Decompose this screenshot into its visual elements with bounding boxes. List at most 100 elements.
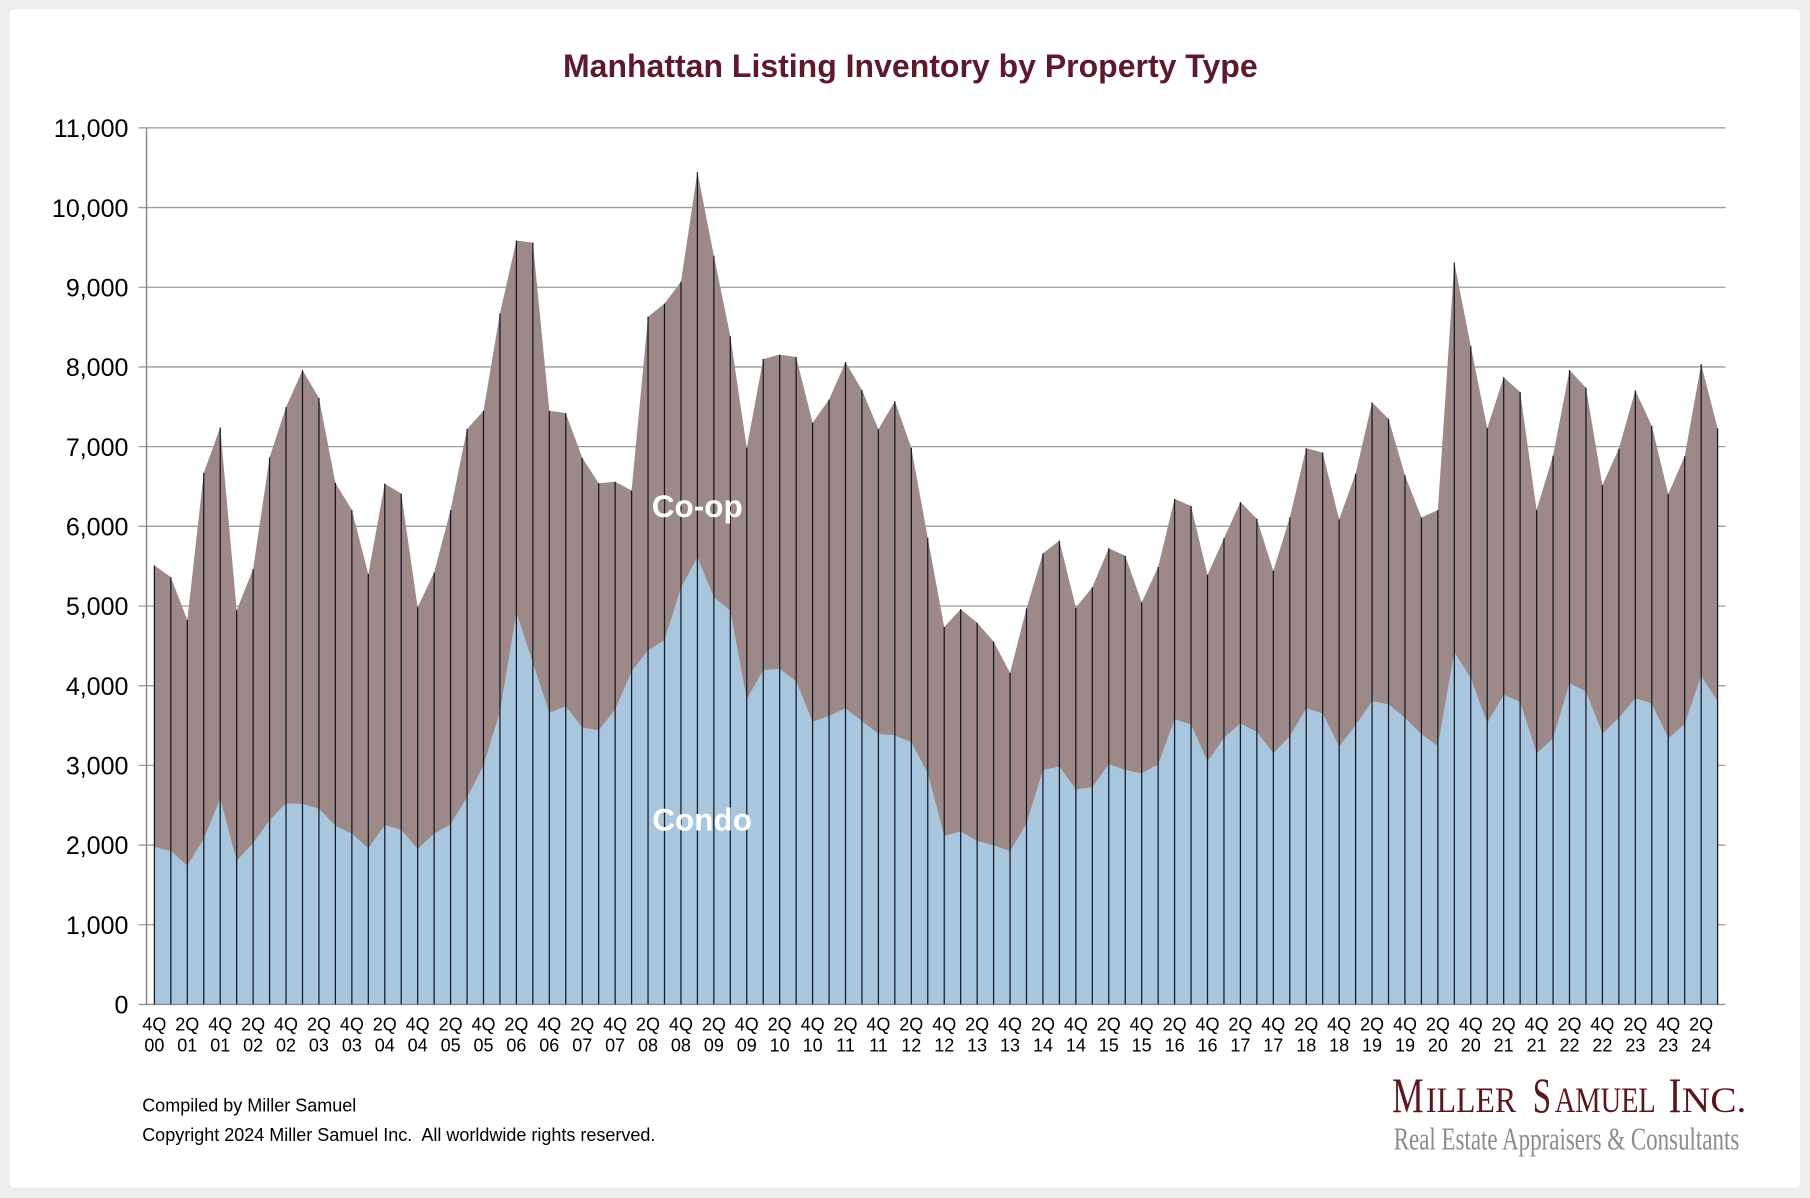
svg-text:2Q: 2Q xyxy=(636,1014,660,1034)
svg-text:18: 18 xyxy=(1296,1035,1316,1055)
svg-text:10: 10 xyxy=(770,1035,790,1055)
svg-text:16: 16 xyxy=(1197,1035,1217,1055)
svg-text:14: 14 xyxy=(1066,1035,1086,1055)
svg-text:10: 10 xyxy=(803,1035,823,1055)
svg-text:12: 12 xyxy=(934,1035,954,1055)
svg-text:4Q: 4Q xyxy=(1525,1014,1549,1034)
svg-text:Compiled by Miller Samuel: Compiled by Miller Samuel xyxy=(142,1096,356,1116)
svg-text:4Q: 4Q xyxy=(471,1014,495,1034)
svg-text:11,000: 11,000 xyxy=(54,115,129,143)
svg-text:08: 08 xyxy=(671,1035,691,1055)
svg-text:19: 19 xyxy=(1362,1035,1382,1055)
svg-text:2Q: 2Q xyxy=(1492,1014,1516,1034)
svg-text:4Q: 4Q xyxy=(1590,1014,1614,1034)
svg-text:20: 20 xyxy=(1461,1035,1481,1055)
svg-text:13: 13 xyxy=(967,1035,987,1055)
svg-text:01: 01 xyxy=(210,1035,230,1055)
svg-text:M: M xyxy=(1392,1067,1424,1123)
svg-text:Real Estate Appraisers & Consu: Real Estate Appraisers & Consultants xyxy=(1394,1120,1740,1156)
svg-text:NC.: NC. xyxy=(1682,1080,1747,1120)
svg-text:4,000: 4,000 xyxy=(66,673,129,701)
svg-text:22: 22 xyxy=(1592,1035,1612,1055)
svg-text:4Q: 4Q xyxy=(274,1014,298,1034)
svg-text:08: 08 xyxy=(638,1035,658,1055)
svg-text:4Q: 4Q xyxy=(801,1014,825,1034)
svg-text:0: 0 xyxy=(114,992,128,1020)
svg-text:I: I xyxy=(1669,1067,1682,1123)
svg-text:13: 13 xyxy=(1000,1035,1020,1055)
svg-text:2Q: 2Q xyxy=(1623,1014,1647,1034)
svg-text:12: 12 xyxy=(901,1035,921,1055)
svg-text:2Q: 2Q xyxy=(570,1014,594,1034)
svg-text:4Q: 4Q xyxy=(1459,1014,1483,1034)
svg-text:9,000: 9,000 xyxy=(66,275,129,303)
svg-text:2Q: 2Q xyxy=(439,1014,463,1034)
svg-text:23: 23 xyxy=(1658,1035,1678,1055)
svg-text:2Q: 2Q xyxy=(1689,1014,1713,1034)
svg-text:AMUEL: AMUEL xyxy=(1555,1080,1656,1120)
svg-text:4Q: 4Q xyxy=(537,1014,561,1034)
svg-text:4Q: 4Q xyxy=(866,1014,890,1034)
svg-text:4Q: 4Q xyxy=(735,1014,759,1034)
svg-text:11: 11 xyxy=(836,1035,855,1055)
svg-text:4Q: 4Q xyxy=(1261,1014,1285,1034)
svg-text:2Q: 2Q xyxy=(175,1014,199,1034)
svg-text:2Q: 2Q xyxy=(504,1014,528,1034)
svg-text:4Q: 4Q xyxy=(932,1014,956,1034)
svg-text:02: 02 xyxy=(243,1035,263,1055)
svg-text:22: 22 xyxy=(1559,1035,1579,1055)
svg-text:03: 03 xyxy=(309,1035,329,1055)
svg-text:7,000: 7,000 xyxy=(66,434,129,462)
svg-text:23: 23 xyxy=(1625,1035,1645,1055)
svg-text:2Q: 2Q xyxy=(1097,1014,1121,1034)
svg-text:2Q: 2Q xyxy=(768,1014,792,1034)
svg-text:4Q: 4Q xyxy=(603,1014,627,1034)
svg-text:06: 06 xyxy=(539,1035,559,1055)
svg-text:2Q: 2Q xyxy=(373,1014,397,1034)
svg-text:10,000: 10,000 xyxy=(52,195,128,223)
svg-text:11: 11 xyxy=(869,1035,888,1055)
svg-text:2Q: 2Q xyxy=(1426,1014,1450,1034)
svg-text:2Q: 2Q xyxy=(1228,1014,1252,1034)
svg-text:07: 07 xyxy=(572,1035,592,1055)
svg-text:4Q: 4Q xyxy=(406,1014,430,1034)
svg-text:6,000: 6,000 xyxy=(66,514,129,542)
svg-text:2Q: 2Q xyxy=(1294,1014,1318,1034)
svg-text:04: 04 xyxy=(408,1035,428,1055)
svg-text:18: 18 xyxy=(1329,1035,1349,1055)
svg-text:06: 06 xyxy=(506,1035,526,1055)
svg-text:15: 15 xyxy=(1132,1035,1152,1055)
svg-text:Co-op: Co-op xyxy=(652,488,743,524)
svg-text:03: 03 xyxy=(342,1035,362,1055)
svg-text:21: 21 xyxy=(1494,1035,1514,1055)
svg-text:4Q: 4Q xyxy=(669,1014,693,1034)
svg-text:2Q: 2Q xyxy=(1031,1014,1055,1034)
svg-text:4Q: 4Q xyxy=(1195,1014,1219,1034)
svg-text:01: 01 xyxy=(177,1035,197,1055)
svg-text:2Q: 2Q xyxy=(241,1014,265,1034)
svg-text:15: 15 xyxy=(1099,1035,1119,1055)
svg-text:8,000: 8,000 xyxy=(66,354,129,382)
svg-text:4Q: 4Q xyxy=(142,1014,166,1034)
svg-text:1,000: 1,000 xyxy=(66,912,129,940)
svg-text:4Q: 4Q xyxy=(1393,1014,1417,1034)
svg-text:4Q: 4Q xyxy=(340,1014,364,1034)
svg-text:ILLER: ILLER xyxy=(1426,1080,1516,1120)
svg-text:2,000: 2,000 xyxy=(66,832,129,860)
svg-text:2Q: 2Q xyxy=(833,1014,857,1034)
svg-text:04: 04 xyxy=(375,1035,395,1055)
svg-text:00: 00 xyxy=(144,1035,164,1055)
svg-text:21: 21 xyxy=(1527,1035,1547,1055)
svg-text:4Q: 4Q xyxy=(1064,1014,1088,1034)
svg-text:02: 02 xyxy=(276,1035,296,1055)
svg-text:17: 17 xyxy=(1230,1035,1250,1055)
svg-text:2Q: 2Q xyxy=(965,1014,989,1034)
svg-text:Condo: Condo xyxy=(652,802,752,838)
svg-text:3,000: 3,000 xyxy=(66,753,129,781)
svg-text:2Q: 2Q xyxy=(702,1014,726,1034)
svg-text:2Q: 2Q xyxy=(899,1014,923,1034)
svg-text:09: 09 xyxy=(737,1035,757,1055)
svg-text:19: 19 xyxy=(1395,1035,1415,1055)
svg-text:05: 05 xyxy=(473,1035,493,1055)
svg-text:4Q: 4Q xyxy=(208,1014,232,1034)
